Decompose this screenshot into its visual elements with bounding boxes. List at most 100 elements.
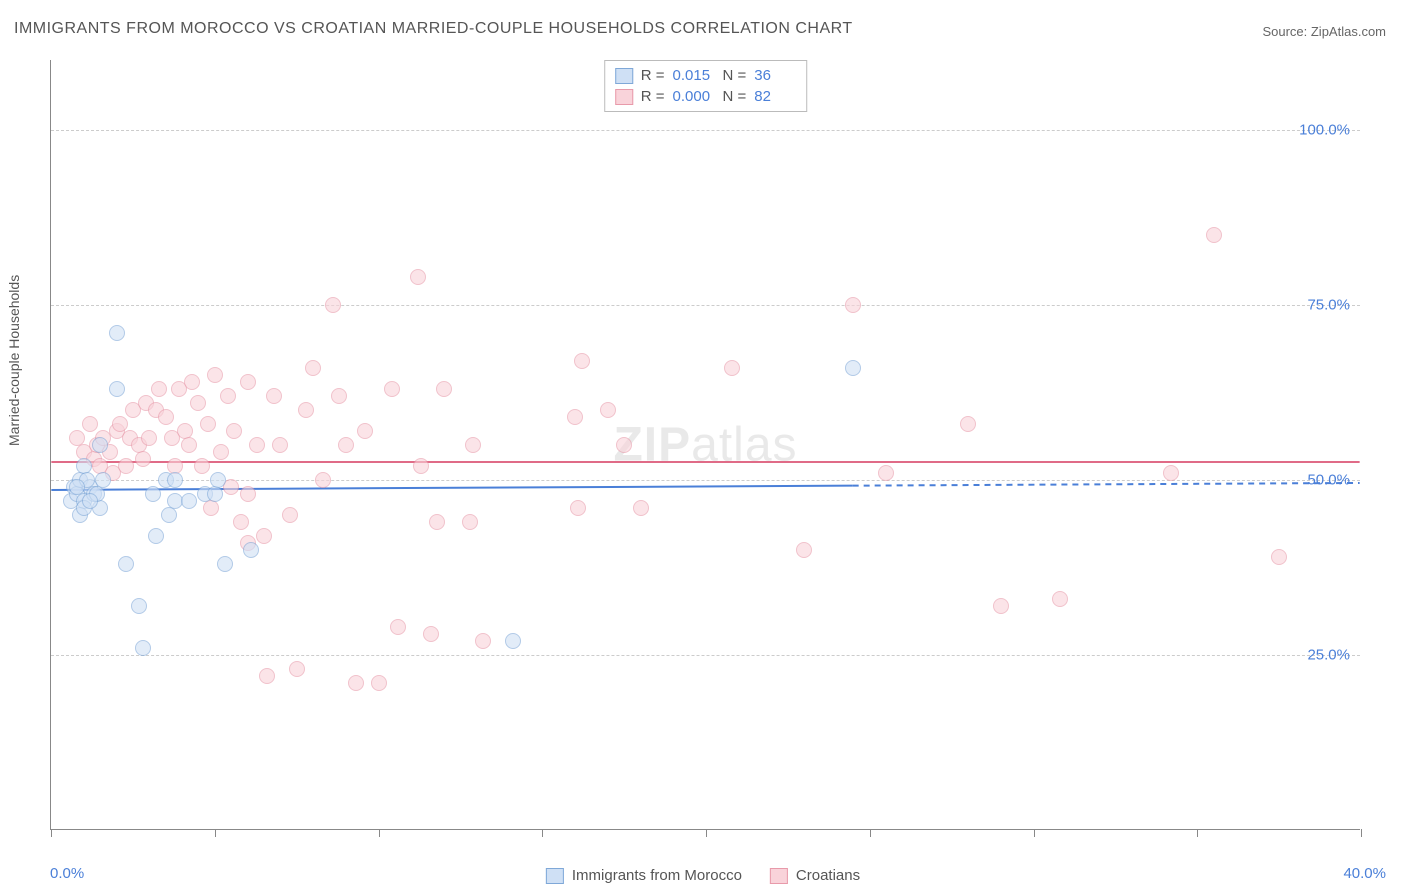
watermark: ZIPatlas	[613, 417, 797, 472]
chart-title: IMMIGRANTS FROM MOROCCO VS CROATIAN MARR…	[14, 20, 853, 38]
croatians-point	[348, 675, 364, 691]
croatians-point	[298, 402, 314, 418]
source-text: Source: ZipAtlas.com	[1262, 24, 1386, 39]
croatians-point	[724, 360, 740, 376]
croatians-point	[203, 500, 219, 516]
morocco-point	[505, 633, 521, 649]
croatians-point	[118, 458, 134, 474]
x-tick	[1034, 829, 1035, 837]
croatians-point	[338, 437, 354, 453]
croatians-point	[960, 416, 976, 432]
watermark-light: atlas	[691, 418, 797, 471]
morocco-point	[82, 493, 98, 509]
n-value: 36	[754, 67, 796, 84]
croatians-point	[616, 437, 632, 453]
croatians-point	[305, 360, 321, 376]
morocco-point	[145, 486, 161, 502]
croatians-point	[141, 430, 157, 446]
morocco-point	[95, 472, 111, 488]
croatians-point	[371, 675, 387, 691]
legend-item: Croatians	[770, 867, 860, 884]
morocco-point	[181, 493, 197, 509]
croatians-point	[289, 661, 305, 677]
croatians-point	[413, 458, 429, 474]
croatians-point	[112, 416, 128, 432]
legend-label: Immigrants from Morocco	[572, 867, 742, 884]
grid-line	[51, 130, 1360, 131]
croatians-point	[181, 437, 197, 453]
x-tick	[1197, 829, 1198, 837]
morocco-point	[210, 472, 226, 488]
legend-swatch	[770, 868, 788, 884]
croatians-point	[357, 423, 373, 439]
croatians-point	[256, 528, 272, 544]
x-tick	[542, 829, 543, 837]
morocco-point	[69, 479, 85, 495]
croatians-point	[184, 374, 200, 390]
morocco-point	[148, 528, 164, 544]
r-label: R =	[641, 67, 665, 84]
n-value: 82	[754, 88, 796, 105]
croatians-point	[240, 374, 256, 390]
x-tick	[1361, 829, 1362, 837]
legend-label: Croatians	[796, 867, 860, 884]
x-tick-label: 40.0%	[1343, 865, 1386, 882]
croatians-point	[410, 269, 426, 285]
y-axis-label: Married-couple Households	[6, 275, 22, 446]
croatians-point	[993, 598, 1009, 614]
y-tick-label: 100.0%	[1299, 122, 1350, 139]
croatians-point	[266, 388, 282, 404]
croatians-point	[151, 381, 167, 397]
x-tick	[870, 829, 871, 837]
croatians-point	[465, 437, 481, 453]
y-tick-label: 25.0%	[1307, 647, 1350, 664]
x-tick	[706, 829, 707, 837]
plot-area: ZIPatlas R =0.015N =36R =0.000N =82 25.0…	[50, 60, 1360, 830]
croatians-point	[259, 668, 275, 684]
croatians-point	[1271, 549, 1287, 565]
bottom-legend: Immigrants from Morocco Croatians	[546, 867, 860, 884]
morocco-point	[243, 542, 259, 558]
croatians-point	[200, 416, 216, 432]
morocco-point	[845, 360, 861, 376]
croatians-point	[567, 409, 583, 425]
stats-box: R =0.015N =36R =0.000N =82	[604, 60, 808, 112]
croatians-point	[1163, 465, 1179, 481]
grid-line	[51, 305, 1360, 306]
trend-lines-layer	[51, 60, 1360, 829]
croatians-point	[272, 437, 288, 453]
r-value: 0.000	[673, 88, 715, 105]
croatians-point	[475, 633, 491, 649]
croatians-point	[226, 423, 242, 439]
r-value: 0.015	[673, 67, 715, 84]
croatians-point	[436, 381, 452, 397]
croatians-point	[423, 626, 439, 642]
legend-swatch	[615, 89, 633, 105]
croatians-point	[331, 388, 347, 404]
croatians-point	[796, 542, 812, 558]
croatians-point	[194, 458, 210, 474]
croatians-point	[633, 500, 649, 516]
morocco-point	[109, 325, 125, 341]
croatians-point	[82, 416, 98, 432]
croatians-point	[158, 409, 174, 425]
morocco-point	[92, 437, 108, 453]
croatians-point	[135, 451, 151, 467]
morocco-point	[131, 598, 147, 614]
croatians-point	[574, 353, 590, 369]
y-tick-label: 75.0%	[1307, 297, 1350, 314]
croatians-point	[429, 514, 445, 530]
grid-line	[51, 655, 1360, 656]
croatians-point	[240, 486, 256, 502]
croatians-point	[462, 514, 478, 530]
croatians-point	[249, 437, 265, 453]
x-tick	[51, 829, 52, 837]
croatians-point	[384, 381, 400, 397]
croatians-point	[570, 500, 586, 516]
stats-row: R =0.000N =82	[615, 86, 797, 107]
croatians-point	[845, 297, 861, 313]
morocco-point	[109, 381, 125, 397]
grid-line	[51, 480, 1360, 481]
croatians-point	[190, 395, 206, 411]
morocco-point	[118, 556, 134, 572]
